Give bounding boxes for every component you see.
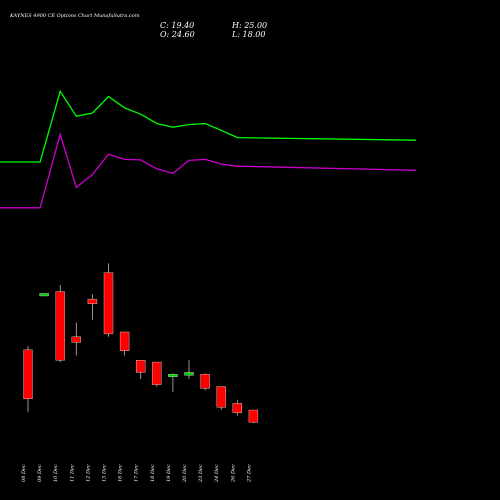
x-tick-label: 09 Dec xyxy=(37,464,43,482)
x-tick-label: 08 Dec xyxy=(21,464,27,482)
x-axis-ticks: 08 Dec 09 Dec 10 Dec 11 Dec 12 Dec 13 Dec 16 D… xyxy=(21,464,252,483)
candle-body xyxy=(71,336,82,343)
candle xyxy=(200,373,210,391)
candle xyxy=(168,373,178,393)
candle xyxy=(119,331,130,356)
candle-body xyxy=(200,374,210,389)
low-readout: L: 18.00 xyxy=(231,30,265,39)
x-tick-label: 16 Dec xyxy=(118,464,124,482)
indicator-line-1 xyxy=(0,89,417,163)
candle xyxy=(103,263,114,337)
candle-body xyxy=(152,361,162,385)
high-readout: H: 25.00 xyxy=(231,21,267,30)
candle-body xyxy=(216,386,226,408)
candle-body xyxy=(87,298,98,305)
candle xyxy=(71,322,82,356)
candle-body xyxy=(119,331,130,351)
candle xyxy=(232,399,243,416)
open-readout: O: 24.60 xyxy=(160,30,195,39)
x-tick-label: 12 Dec xyxy=(85,464,91,482)
candle xyxy=(184,360,194,379)
x-tick-label: 10 Dec xyxy=(53,464,59,482)
candle-body xyxy=(55,291,65,361)
candle xyxy=(152,361,162,387)
candle xyxy=(248,409,259,424)
candle-body xyxy=(23,349,33,399)
x-tick-label: 13 Dec xyxy=(102,464,108,482)
x-tick-label: 18 Dec xyxy=(150,464,156,482)
close-readout: C: 19.40 xyxy=(160,21,194,30)
chart-title: KAYNES 4900 CE Options Chart MunafaSutra… xyxy=(9,13,140,19)
candle-body xyxy=(184,372,194,376)
x-tick-label: 17 Dec xyxy=(134,464,140,482)
candle xyxy=(55,285,65,363)
x-tick-label: 24 Dec xyxy=(214,464,220,483)
candles-group xyxy=(23,263,259,424)
x-tick-label: 19 Dec xyxy=(166,464,172,482)
candle-body xyxy=(103,272,114,335)
x-tick-label: 26 Dec xyxy=(230,464,236,483)
indicator-line-2 xyxy=(0,132,417,209)
x-tick-label: 11 Dec xyxy=(69,464,75,482)
indicator-lines xyxy=(0,89,417,209)
candle xyxy=(135,360,146,379)
candle xyxy=(87,294,98,320)
candle xyxy=(216,386,226,411)
candle-body xyxy=(135,360,146,373)
candle xyxy=(23,346,33,412)
x-tick-label: 27 Dec xyxy=(246,464,252,483)
candle xyxy=(39,293,49,297)
candle-body xyxy=(168,374,178,377)
x-tick-label: 23 Dec xyxy=(198,464,204,483)
candle-body xyxy=(39,293,49,297)
candle-body xyxy=(248,409,259,423)
x-tick-label: 20 Dec xyxy=(182,464,188,483)
candle-body xyxy=(232,403,243,414)
